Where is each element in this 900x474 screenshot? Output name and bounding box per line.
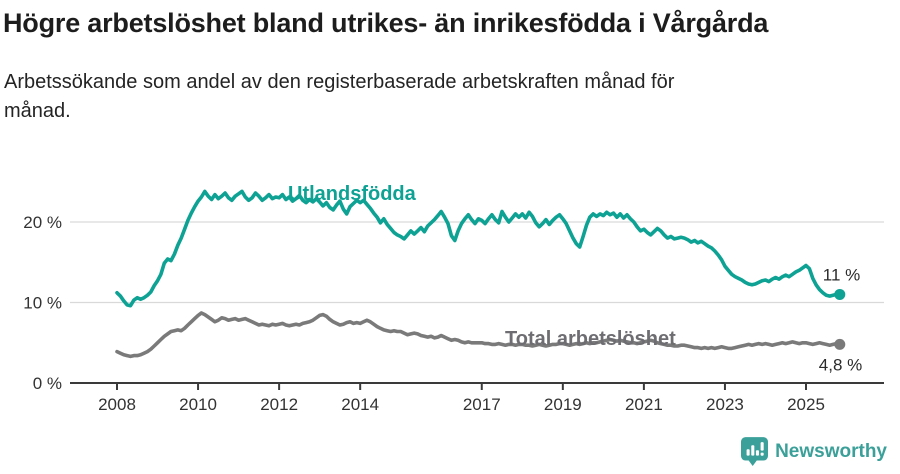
- series-end-dot-total: [834, 338, 846, 350]
- x-tick-label-2010: 2010: [179, 395, 217, 414]
- series-label-total: Total arbetslöshet: [505, 328, 676, 350]
- x-tick-label-2017: 2017: [463, 395, 501, 414]
- newsworthy-wordmark: Newsworthy: [775, 441, 887, 462]
- series-line-total: [115, 311, 842, 359]
- x-tick-label-2023: 2023: [706, 395, 744, 414]
- x-tick-label-2021: 2021: [625, 395, 663, 414]
- x-tick-label-2008: 2008: [98, 395, 136, 414]
- x-tick-label-2014: 2014: [341, 395, 379, 414]
- page-title: Högre arbetslöshet bland utrikes- än inr…: [3, 8, 769, 38]
- series-line-utlandsfodda: [115, 189, 842, 308]
- y-tick-label-0: 0 %: [33, 374, 62, 393]
- x-tick-label-2012: 2012: [260, 395, 298, 414]
- newsworthy-attribution: Newsworthy: [741, 437, 887, 467]
- subtitle-line-2: månad.: [4, 100, 71, 122]
- x-tick-label-2019: 2019: [544, 395, 582, 414]
- series-label-utlandsfodda: Utlandsfödda: [288, 183, 417, 205]
- chart-subtitle: Arbetssökande som andel av den registerb…: [4, 68, 864, 126]
- newsworthy-bubble-barchart-icon: [741, 437, 769, 466]
- y-tick-label-10: 10 %: [23, 294, 62, 313]
- end-value-label-total: 4,8 %: [819, 355, 862, 374]
- y-tick-label-20: 20 %: [23, 213, 62, 232]
- series-end-dot-utlandsfodda: [834, 288, 846, 300]
- subtitle-line-1: Arbetssökande som andel av den registerb…: [4, 71, 675, 93]
- end-value-label-utlandsfodda: 11 %: [823, 265, 861, 284]
- x-tick-label-2025: 2025: [787, 395, 825, 414]
